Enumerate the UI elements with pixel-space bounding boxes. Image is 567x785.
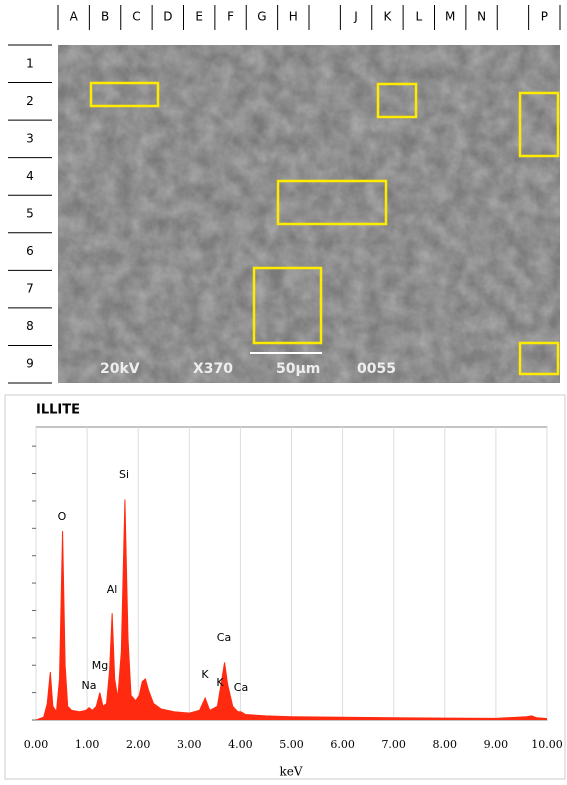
row-label: 7: [26, 282, 34, 296]
peak-label: Si: [119, 468, 129, 481]
row-label: 9: [26, 357, 34, 371]
column-label: N: [477, 10, 486, 24]
x-tick-label: 0.00: [24, 738, 49, 751]
chart-title: ILLITE: [36, 403, 80, 418]
column-label: G: [257, 10, 266, 24]
column-label: H: [289, 10, 298, 24]
x-tick-label: 5.00: [279, 738, 304, 751]
column-label: F: [227, 10, 234, 24]
sem-texture: [58, 45, 560, 383]
row-label: 2: [26, 94, 34, 108]
image-label: 0055: [357, 361, 396, 377]
peak-label: Ca: [217, 631, 231, 644]
x-tick-label: 8.00: [433, 738, 458, 751]
image-label: 20kV: [100, 361, 140, 377]
x-tick-label: 3.00: [177, 738, 202, 751]
peak-label: Ca: [234, 681, 248, 694]
x-tick-label: 9.00: [484, 738, 509, 751]
peak-label: O: [58, 510, 67, 523]
x-axis-label: keV: [279, 765, 302, 779]
image-label: 50µm: [276, 361, 320, 377]
column-label: K: [384, 10, 393, 24]
column-label: C: [132, 10, 140, 24]
row-label: 3: [26, 131, 34, 145]
peak-label: K: [201, 668, 209, 681]
peak-label: Al: [107, 583, 118, 596]
x-tick-label: 10.00: [531, 738, 563, 751]
row-label: 8: [26, 319, 34, 333]
x-tick-label: 7.00: [381, 738, 406, 751]
column-label: A: [70, 10, 79, 24]
row-label: 4: [26, 169, 34, 183]
column-label: P: [541, 10, 548, 24]
x-tick-label: 2.00: [126, 738, 151, 751]
page: ILLITE keV A B C D E F G H J K L M N P 1 2 3 4 5 6 7 8 9 20kV X3…: [0, 0, 567, 781]
column-label: E: [195, 10, 203, 24]
x-tick-label: 6.00: [330, 738, 355, 751]
column-label: B: [101, 10, 109, 24]
column-label: D: [163, 10, 172, 24]
column-label: L: [415, 10, 422, 24]
figure: ILLITE keV A B C D E F G H J K L M N P 1 2 3 4 5 6 7 8 9 20kV X3…: [0, 0, 567, 781]
peak-label: Na: [82, 679, 97, 692]
peak-label: Mg: [92, 659, 108, 672]
column-label: M: [445, 10, 455, 24]
row-label: 5: [26, 207, 34, 221]
column-label: J: [353, 10, 358, 24]
image-label: X370: [193, 361, 233, 377]
row-label: 1: [26, 56, 34, 70]
x-tick-label: 1.00: [75, 738, 100, 751]
row-label: 6: [26, 244, 34, 258]
peak-label: K: [216, 676, 224, 689]
x-tick-label: 4.00: [228, 738, 253, 751]
chart-frame: [5, 395, 565, 779]
